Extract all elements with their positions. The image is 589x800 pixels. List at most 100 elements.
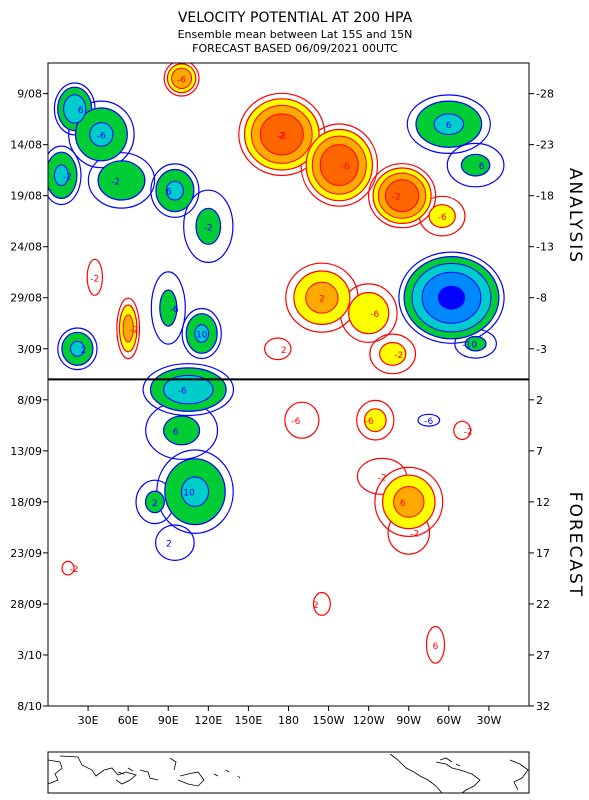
contour-label: -2 (392, 193, 401, 203)
x-tick-label: 90W (396, 714, 421, 727)
south-asia-coast (59, 755, 137, 785)
y-tick-label-day: -3 (536, 343, 547, 356)
contour-label: -2 (464, 427, 473, 437)
contour-label: -6 (97, 131, 106, 141)
y-tick-label-date: 18/09 (10, 496, 42, 509)
contour-label: 6 (173, 427, 179, 437)
chart-forecast-note: FORECAST BASED 06/09/2021 00UTC (192, 42, 398, 55)
africa-coast (47, 759, 63, 785)
contour-pos-8-feature-2 (319, 144, 359, 187)
contour-neg-5.5-feature-9 (163, 374, 214, 405)
y-tick-label-date: 23/09 (10, 547, 42, 560)
x-tick-label: 120E (194, 714, 222, 727)
contour-label: -6 (170, 305, 179, 315)
contour-label: 2 (319, 295, 325, 305)
x-tick-label: 120W (353, 714, 385, 727)
contour-label: -6 (341, 162, 350, 172)
contour-pos-8-feature-3 (384, 179, 420, 213)
y-tick-label-day: -13 (536, 241, 554, 254)
x-axis: 30E 60E 90E 120E 150E 180 150W 120W 90W 60W 30W (78, 706, 501, 727)
contour-neg-3.5-feature-3 (97, 160, 146, 201)
contour-neg-5.5-feature-14 (433, 113, 464, 135)
forecast-side-label: FORECAST (565, 492, 585, 598)
contour-label: 6 (433, 642, 439, 652)
y-tick-label-day: -8 (536, 292, 547, 305)
contour-pos-4-feature-11 (363, 408, 387, 433)
contour-label: -2 (63, 172, 72, 182)
contour-neg-5.5-feature-7 (194, 324, 210, 343)
contour-field (48, 63, 505, 664)
y-tick-label-date: 29/08 (10, 292, 42, 305)
contour-label: -6 (424, 417, 433, 427)
y-tick-label-date: 9/08 (17, 88, 42, 101)
contour-label: 6 (446, 121, 452, 131)
contour-neg-3.5-feature-6 (159, 289, 178, 327)
contour-pos-2-feature-9 (86, 258, 104, 296)
y-tick-label-day: -23 (536, 139, 554, 152)
x-tick-label: 150E (234, 714, 262, 727)
y-tick-label-date: 8/10 (17, 700, 42, 713)
contour-label: 2 (443, 295, 449, 305)
contour-pos-6-feature-5 (305, 281, 339, 314)
australia-coast (169, 757, 205, 787)
contour-pos-4-feature-4 (428, 204, 456, 229)
contour-neg-2-feature-9 (142, 363, 235, 417)
contour-label: 2 (279, 131, 285, 141)
contour-label: 2 (152, 499, 158, 509)
contour-pos-2-feature-11 (356, 399, 395, 441)
y-tick-label-day: 27 (536, 649, 550, 662)
contour-label: 10 (183, 489, 195, 499)
contour-label: -6 (178, 387, 187, 397)
contour-pos-2-feature-0 (163, 63, 200, 97)
contour-neg-3.5-feature-10 (163, 415, 201, 446)
contour-pos-6-feature-0 (171, 67, 193, 90)
x-tick-label: 180 (278, 714, 299, 727)
analysis-side-label: ANALYSIS (565, 168, 585, 264)
contour-labels: -6-2-6-2-66-62-26-6-26102106-6-2-6-2-6-2… (63, 75, 485, 652)
contour-pos-2-feature-17 (312, 591, 331, 616)
contour-neg-5.5-feature-1 (89, 122, 114, 147)
y-tick-label-day: 12 (536, 496, 550, 509)
contour-pos-2-feature-8 (116, 297, 141, 360)
contour-label: -6 (441, 295, 450, 305)
y-tick-label-day: 2 (536, 394, 543, 407)
x-tick-label: 60W (436, 714, 461, 727)
contour-label: -2 (70, 565, 79, 575)
contour-label: 6 (479, 162, 485, 172)
x-tick-label: 60E (118, 714, 139, 727)
contour-pos-2-feature-3 (368, 163, 437, 229)
chart-subtitle: Ensemble mean between Lat 15S and 15N (178, 28, 413, 41)
contour-label: -2 (277, 131, 286, 141)
contour-neg-5.5-feature-8 (70, 340, 85, 357)
contour-neg-2-feature-15 (446, 142, 505, 188)
contour-label: -10 (462, 341, 477, 351)
contour-label: 6 (78, 106, 84, 116)
y-tick-label-day: 32 (536, 700, 550, 713)
y-tick-label-date: 19/08 (10, 190, 42, 203)
contour-label: 2 (313, 601, 319, 611)
contour-neg-3.5-feature-15 (460, 153, 491, 177)
contour-neg-5.5-feature-4 (165, 180, 184, 201)
contour-neg-2-feature-6 (150, 271, 186, 345)
contour-pos-4-feature-7 (379, 341, 407, 366)
contour-neg-5.5-feature-0 (63, 94, 87, 124)
contour-neg-2-feature-13 (154, 524, 195, 562)
contour-label: -2 (130, 325, 139, 335)
contour-label: 2 (81, 346, 87, 356)
y-tick-label-date: 3/10 (17, 649, 42, 662)
x-tick-label: 150W (313, 714, 345, 727)
contour-neg-2-feature-5 (183, 189, 234, 264)
contour-neg-5.5-feature-2 (54, 164, 69, 187)
contour-pos-2-feature-18 (425, 625, 446, 664)
contour-label: 10 (196, 331, 208, 341)
x-tick-label: 30E (78, 714, 99, 727)
contour-neg-2-feature-1 (68, 100, 135, 169)
contour-neg-3.5-feature-12 (144, 490, 165, 514)
contour-pos-6-feature-8 (122, 314, 134, 343)
chart-title: VELOCITY POTENTIAL AT 200 HPA (178, 10, 413, 26)
contour-label: -6 (177, 75, 186, 85)
contour-neg-2-feature-18 (417, 413, 441, 427)
